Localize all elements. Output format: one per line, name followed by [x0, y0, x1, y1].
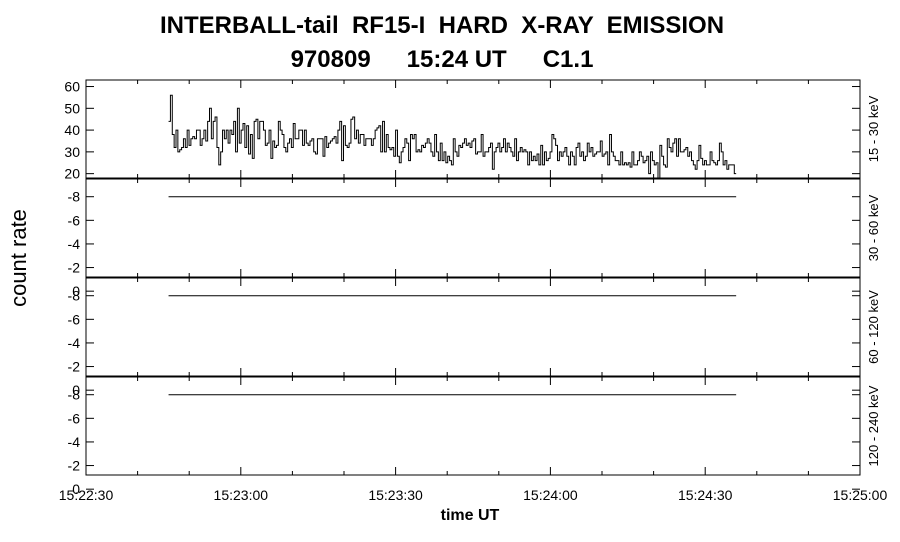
y-tick-label: -6 [68, 212, 81, 228]
panel-frame [85, 376, 861, 476]
x-tick-label: 15:22:30 [59, 487, 114, 503]
y-tick-label: -8 [68, 288, 81, 304]
panel-frame [85, 178, 861, 278]
y-tick-label: 30 [64, 144, 80, 160]
y-tick-label: -2 [68, 260, 81, 276]
x-tick-label: 15:24:00 [523, 487, 578, 503]
y-tick-label: 0 [72, 382, 80, 398]
event-time: 15:24 UT [406, 46, 507, 73]
channel-label: 15 - 30 keV [866, 95, 881, 162]
series-line-1 [168, 94, 737, 179]
y-tick-label: -4 [68, 434, 81, 450]
y-tick-label: 40 [64, 122, 80, 138]
channel-label: 30 - 60 keV [866, 194, 881, 261]
y-tick-label: 50 [64, 100, 80, 116]
x-tick-label: 15:23:00 [214, 487, 269, 503]
y-tick-label: -4 [68, 335, 81, 351]
chart-title: INTERBALL-tail RF15-I HARD X-RAY EMISSIO… [159, 12, 725, 39]
y-tick-label: -8 [68, 387, 81, 403]
y-tick-label: -6 [68, 311, 81, 327]
y-tick-label: -2 [68, 458, 81, 474]
x-tick-label: 15:25:00 [833, 487, 888, 503]
panel-frame [85, 79, 861, 179]
flare-class: C1.1 [542, 46, 594, 73]
x-tick-label: 15:23:30 [368, 487, 423, 503]
x-axis-label: time UT [440, 507, 500, 524]
y-tick-label: 0 [72, 481, 80, 497]
x-tick-label: 15:24:30 [678, 487, 733, 503]
y-tick-label: -4 [68, 236, 81, 252]
channel-label: 60 - 120 keV [866, 290, 881, 364]
chart-subtitle: 970809 15:24 UT C1.1 [0, 46, 884, 74]
event-date: 970809 [290, 46, 371, 73]
y-tick-label: 60 [64, 79, 80, 95]
y-tick-label: -2 [68, 359, 81, 375]
panel-frame [85, 277, 861, 377]
y-tick-label: 20 [64, 166, 80, 182]
channel-label: 120 - 240 keV [866, 385, 881, 466]
y-tick-label: -6 [68, 410, 81, 426]
y-tick-label: -8 [68, 189, 81, 205]
y-tick-label: 0 [72, 283, 80, 299]
